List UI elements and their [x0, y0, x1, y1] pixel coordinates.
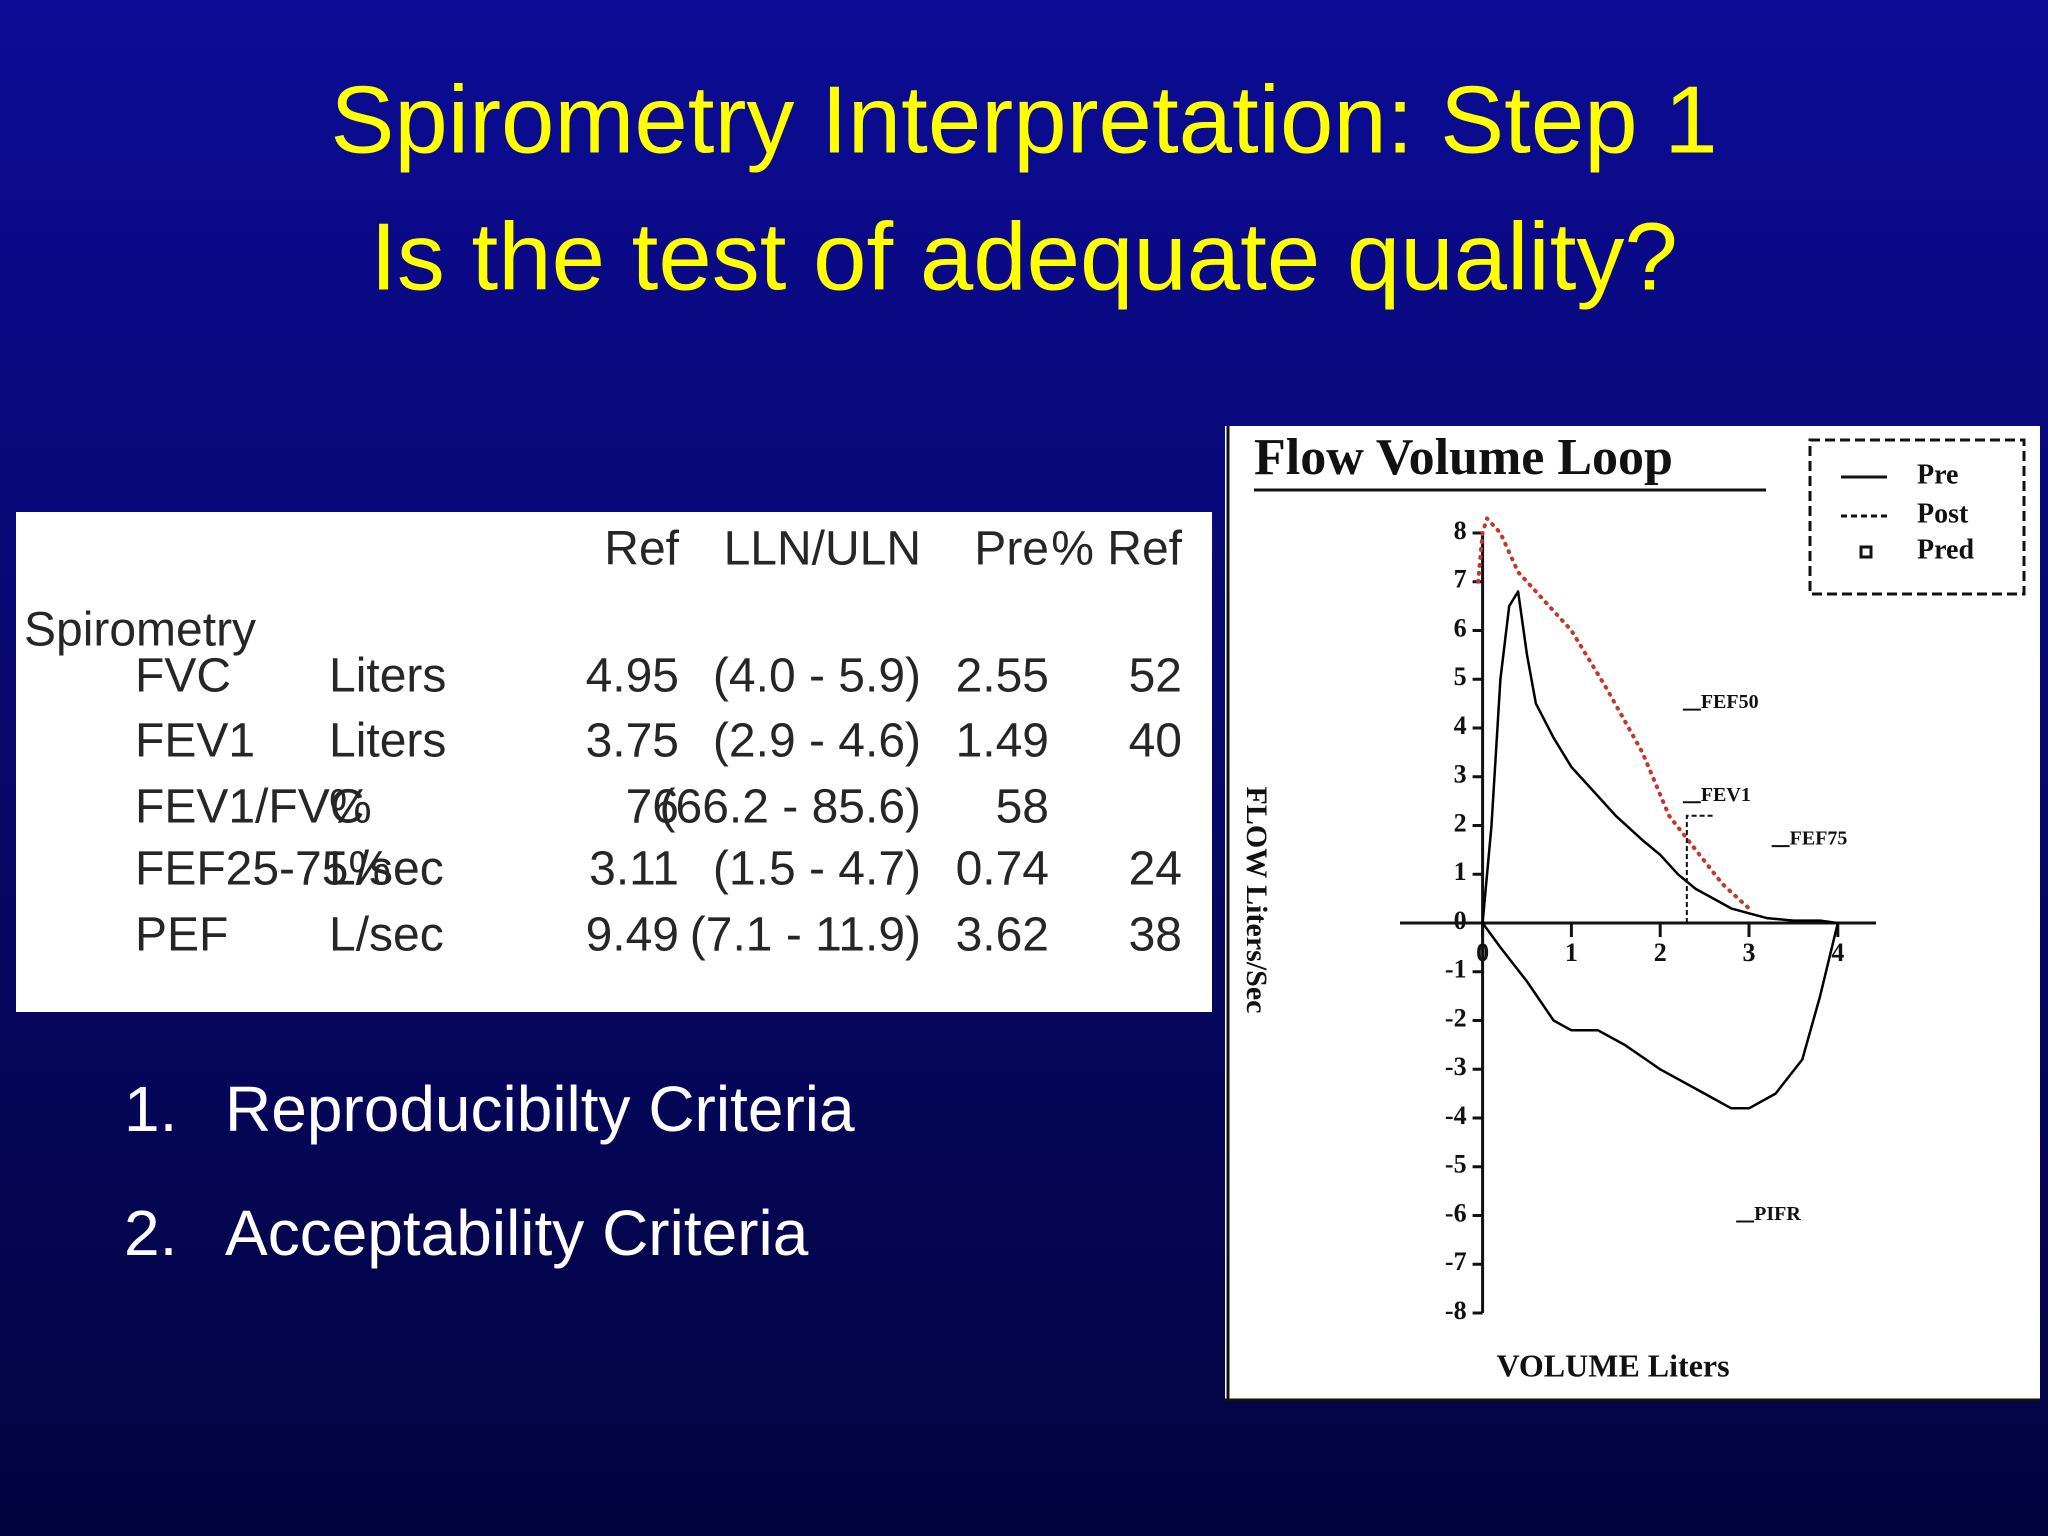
table-cell: L/sec: [329, 909, 444, 962]
series-line: [1476, 516, 1751, 911]
table-cell: 3.62: [956, 909, 1049, 962]
table-cell: 9.49: [586, 909, 679, 962]
x-tick-label: 4: [1831, 938, 1844, 967]
chart-title: Flow Volume Loop: [1254, 429, 1673, 486]
annotation: PIFR: [1754, 1203, 1801, 1225]
table-cell: 0.74: [956, 843, 1049, 896]
y-tick-label: -3: [1445, 1052, 1467, 1081]
column-header: LLN/ULN: [724, 523, 921, 576]
table-cell: 38: [1129, 909, 1182, 962]
x-axis-label: VOLUME Liters: [1496, 1347, 1729, 1383]
y-tick-label: 4: [1454, 711, 1467, 740]
y-tick-label: -2: [1445, 1003, 1467, 1032]
y-tick-label: -7: [1445, 1247, 1467, 1276]
y-tick-label: -1: [1445, 955, 1467, 984]
legend-box: [1808, 438, 2026, 596]
chart-panel: [1225, 426, 2040, 1400]
list-item: Acceptability Criteria: [225, 1197, 809, 1269]
table-cell: FEV1: [135, 715, 255, 768]
table-cell: %: [329, 781, 372, 834]
y-tick-label: 6: [1454, 613, 1467, 642]
y-tick-label: -6: [1445, 1198, 1467, 1227]
annotation: FEF75: [1790, 828, 1848, 850]
y-tick-label: 1: [1454, 857, 1467, 886]
table-cell: (1.5 - 4.7): [713, 843, 921, 896]
table-cell: PEF: [135, 909, 228, 962]
annotation: FEF50: [1701, 691, 1759, 713]
x-tick-label: 3: [1743, 938, 1756, 967]
x-tick-label: 2: [1654, 938, 1667, 967]
annotation: FEV1: [1701, 784, 1751, 806]
table-cell: FEF25-75%: [135, 843, 391, 896]
table-cell: 52: [1129, 650, 1182, 703]
column-header: % Ref: [1051, 523, 1182, 576]
y-tick-label: 3: [1454, 760, 1467, 789]
y-tick-label: -4: [1445, 1101, 1467, 1130]
table-cell: L/sec: [329, 843, 444, 896]
list-number: 1.: [124, 1073, 177, 1145]
column-header: Ref: [604, 523, 679, 576]
table-cell: Liters: [329, 650, 446, 703]
y-axis-label: FLOW Liters/Sec: [1240, 787, 1273, 1014]
table-panel: [16, 512, 1212, 1012]
section-label: Spirometry: [24, 604, 256, 657]
legend-label: Pred: [1917, 534, 1974, 565]
table-cell: (7.1 - 11.9): [690, 909, 921, 962]
table-cell: 40: [1129, 715, 1182, 768]
x-tick-label: 1: [1565, 938, 1578, 967]
y-tick-label: 0: [1454, 906, 1467, 935]
legend-label: Pre: [1917, 459, 1958, 490]
table-cell: 3.11: [589, 843, 679, 896]
y-tick-label: 7: [1454, 565, 1467, 594]
table-cell: 1.49: [956, 715, 1049, 768]
fev1-marker: [1685, 814, 1714, 923]
table-cell: 58: [996, 781, 1049, 834]
y-tick-label: 8: [1454, 516, 1467, 545]
table-cell: 4.95: [586, 650, 679, 703]
list-item: Reproducibilty Criteria: [225, 1073, 855, 1145]
title-line: Is the test of adequate quality?: [370, 203, 1678, 310]
column-header: Pre: [974, 523, 1049, 576]
y-tick-label: 5: [1454, 662, 1467, 691]
x-tick-label: 0: [1476, 938, 1489, 967]
table-cell: 3.75: [586, 715, 679, 768]
y-tick-label: 2: [1454, 808, 1467, 837]
table-cell: Liters: [329, 715, 446, 768]
legend-label: Post: [1917, 498, 1969, 529]
table-cell: FEV1/FVC: [135, 781, 364, 834]
table-cell: (2.9 - 4.6): [713, 715, 921, 768]
title-line: Spirometry Interpretation: Step 1: [330, 66, 1717, 173]
legend-swatch: [1859, 545, 1873, 559]
table-cell: (66.2 - 85.6): [660, 781, 921, 834]
series-line: [1481, 590, 1840, 1110]
table-cell: FVC: [135, 650, 231, 703]
list-number: 2.: [124, 1197, 177, 1269]
chart: 8 7 6 5 4 3 2 1 0 -1 -2 -3 -4 -5 -6 -7 -8 0 1 2 3 4 Pre Post Pre…: [1400, 459, 1974, 1325]
y-tick-label: -8: [1445, 1296, 1467, 1325]
y-tick-label: -5: [1445, 1150, 1467, 1179]
table-cell: 2.55: [956, 650, 1049, 703]
table-cell: 76: [626, 781, 679, 834]
table-cell: 24: [1129, 843, 1182, 896]
table-cell: (4.0 - 5.9): [713, 650, 921, 703]
